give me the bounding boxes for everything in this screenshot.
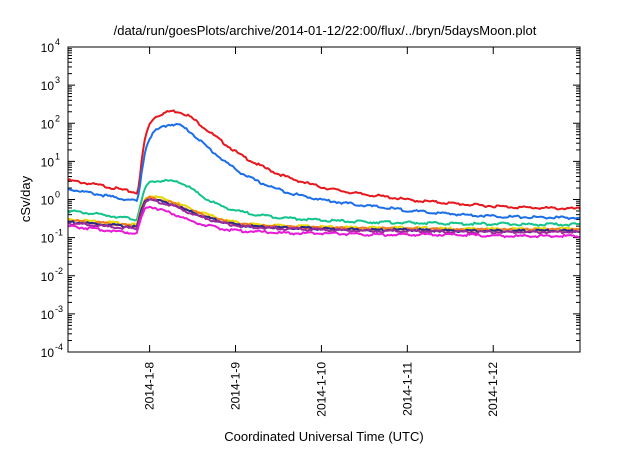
series-line bbox=[67, 205, 581, 239]
y-tick-label: 10 bbox=[41, 117, 55, 131]
x-axis-ticks: 2014-1-8 2014-1-9 2014-1-10 2014-1-11 2014-1… bbox=[143, 47, 500, 417]
y-tick-label: 10 bbox=[41, 194, 55, 208]
y-tick-label: 10 bbox=[41, 346, 55, 360]
y-tick-exponent: -2 bbox=[55, 266, 63, 276]
y-tick-exponent: 3 bbox=[55, 75, 60, 85]
series-layer bbox=[67, 109, 581, 239]
y-tick-exponent: 1 bbox=[55, 151, 60, 161]
y-tick-label: 10 bbox=[41, 232, 55, 246]
y-tick-exponent: -3 bbox=[55, 304, 63, 314]
series-line bbox=[67, 178, 581, 227]
y-tick-label: 10 bbox=[41, 270, 55, 284]
y-tick-label: 10 bbox=[41, 308, 55, 322]
y-tick-label: 10 bbox=[41, 155, 55, 169]
y-tick-exponent: -4 bbox=[55, 342, 63, 352]
y-tick-exponent: -1 bbox=[55, 228, 63, 238]
series-line bbox=[67, 198, 581, 235]
y-tick-label: 10 bbox=[41, 41, 55, 55]
chart-title: /data/run/goesPlots/archive/2014-01-12/2… bbox=[114, 23, 537, 38]
series-line bbox=[67, 109, 581, 211]
x-tick-label: 2014-1-10 bbox=[314, 362, 328, 417]
y-axis-label: cSv/day bbox=[18, 175, 33, 222]
x-tick-label: 2014-1-12 bbox=[486, 362, 500, 417]
x-tick-label: 2014-1-8 bbox=[143, 362, 157, 410]
x-axis-label: Coordinated Universal Time (UTC) bbox=[224, 429, 423, 444]
series-line bbox=[67, 123, 581, 220]
x-tick-label: 2014-1-9 bbox=[229, 362, 243, 410]
plot-frame bbox=[67, 46, 581, 353]
y-tick-exponent: 0 bbox=[55, 190, 60, 200]
x-tick-label: 2014-1-11 bbox=[400, 362, 414, 416]
y-tick-exponent: 4 bbox=[55, 37, 60, 47]
y-tick-label: 10 bbox=[41, 79, 55, 93]
y-tick-exponent: 2 bbox=[55, 113, 60, 123]
